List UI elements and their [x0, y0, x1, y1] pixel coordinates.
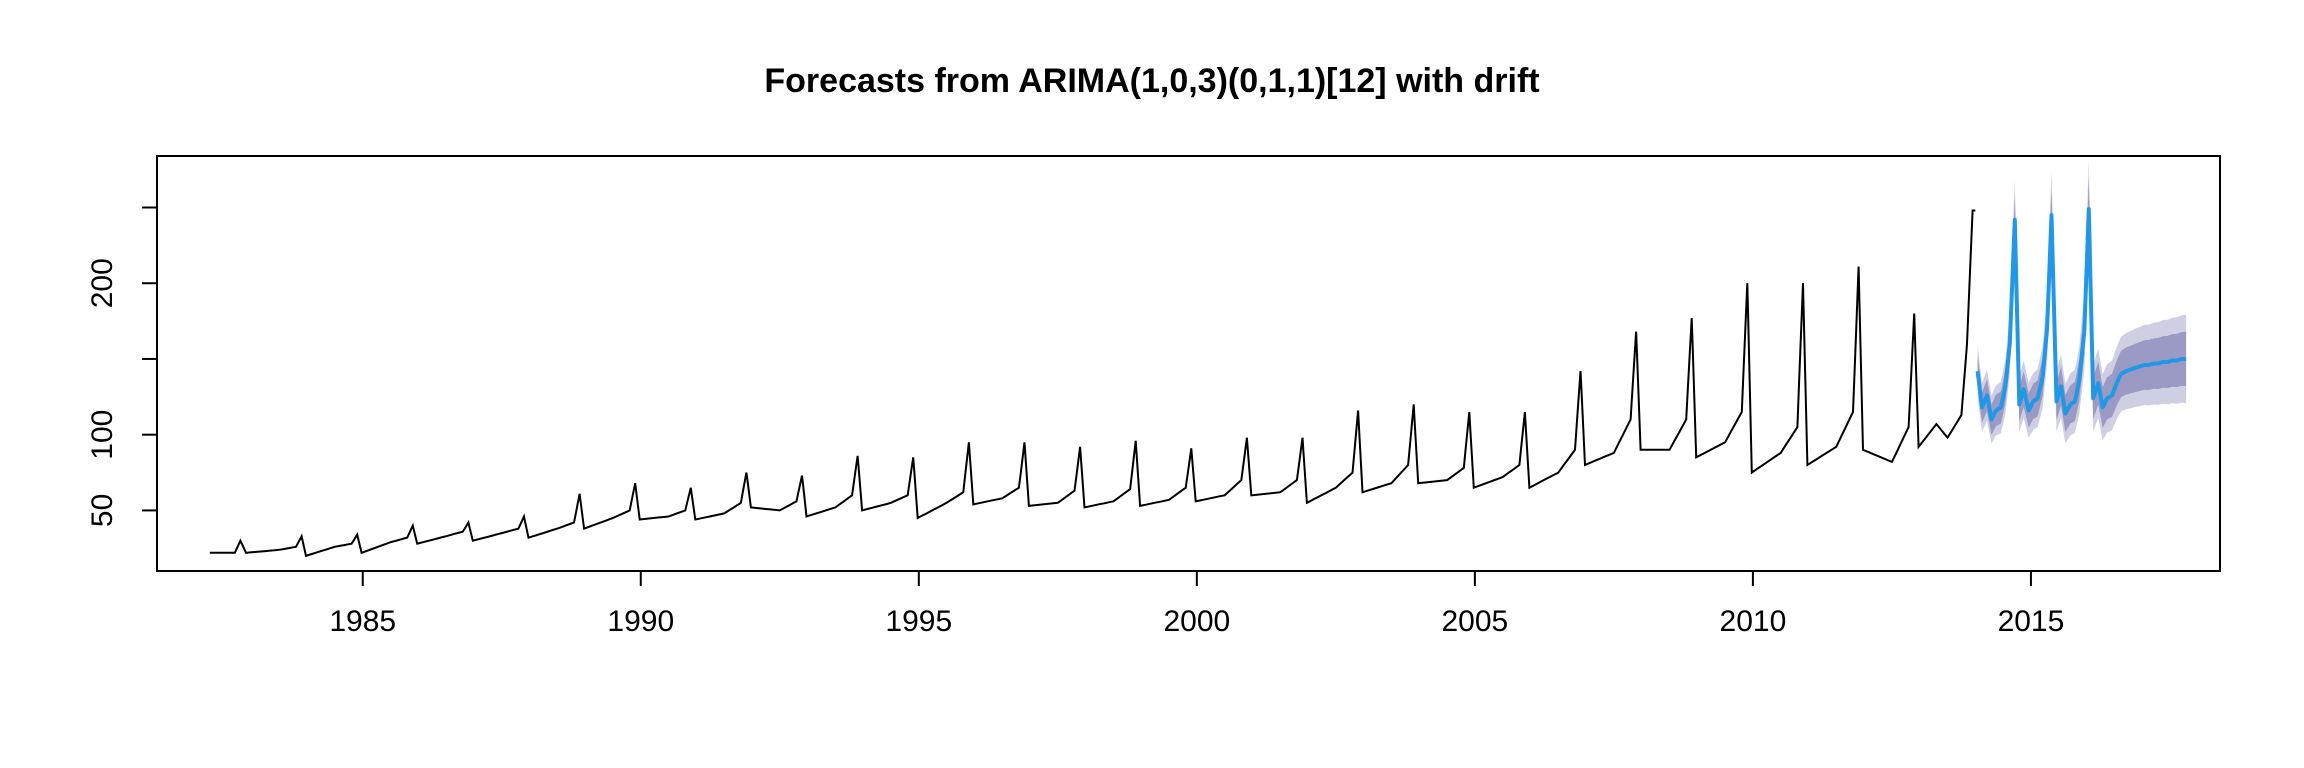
- history-line: [209, 209, 1976, 558]
- y-axis: 50 100 200: [86, 206, 158, 527]
- x-axis: 1985 1990 1995 2000 2005 2010 2015: [329, 570, 2065, 638]
- series-lines: [209, 207, 2187, 558]
- forecast-line: [1975, 207, 2187, 422]
- x-tick-label: 2010: [1720, 605, 1787, 638]
- plot-area: [156, 155, 2221, 572]
- x-tick-label: 1990: [607, 605, 674, 638]
- forecast-intervals: [1977, 160, 2187, 444]
- plot-frame: [156, 155, 2221, 572]
- y-tick-label: 100: [86, 410, 119, 460]
- x-tick-label: 1995: [885, 605, 952, 638]
- band-80: [1977, 178, 2187, 435]
- band-95: [1977, 160, 2187, 444]
- x-tick-label: 2000: [1163, 605, 1230, 638]
- y-tick-label: 50: [86, 494, 119, 527]
- chart-title: Forecasts from ARIMA(1,0,3)(0,1,1)[12] w…: [764, 62, 1539, 100]
- y-tick-label: 200: [86, 258, 119, 308]
- x-tick-label: 1985: [329, 605, 396, 638]
- x-tick-label: 2015: [1998, 605, 2065, 638]
- x-tick-label: 2005: [1441, 605, 1508, 638]
